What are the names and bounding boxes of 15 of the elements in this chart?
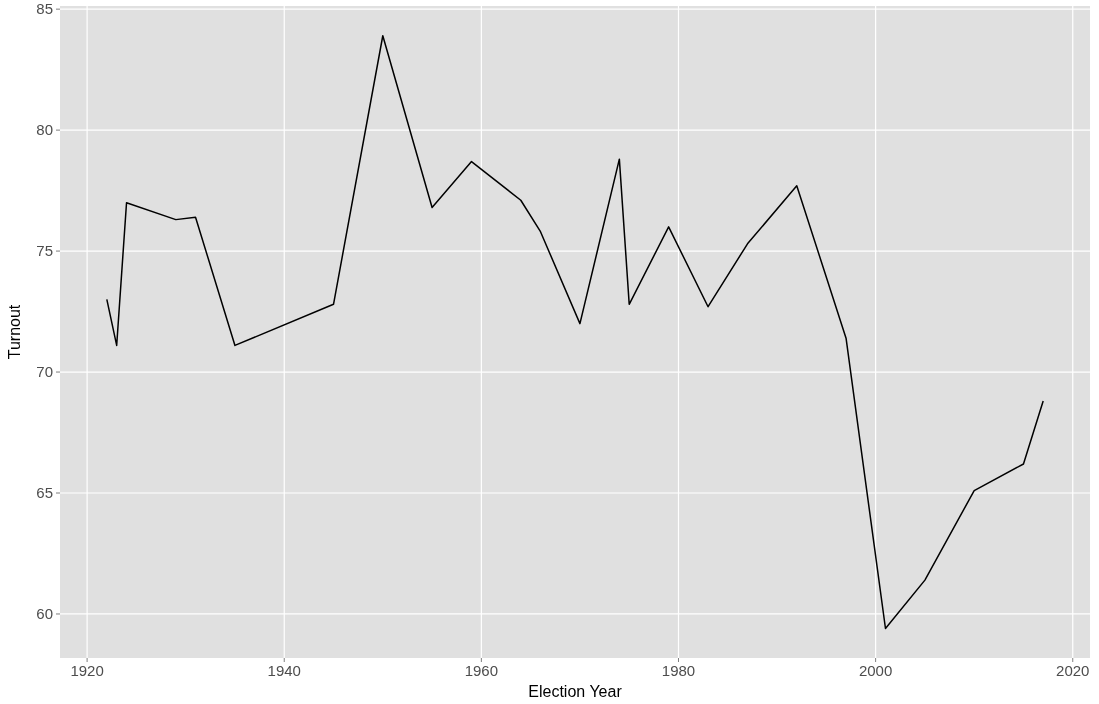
line-series	[106, 35, 1044, 630]
y-tick-label: 85	[36, 0, 53, 18]
x-tick-label: 1940	[267, 662, 301, 679]
y-tick-label: 60	[36, 605, 53, 623]
x-tick-label: 1980	[661, 662, 696, 679]
x-tick-label: 1960	[464, 662, 499, 679]
y-tick-label: 75	[36, 242, 53, 260]
y-axis-title: Turnout	[6, 304, 23, 360]
x-axis-title: Election Year	[528, 683, 623, 700]
x-tick-label: 2000	[858, 662, 893, 679]
y-tick-label: 70	[36, 363, 53, 381]
x-tick-label: 1920	[70, 662, 104, 679]
x-tick-label: 2020	[1056, 662, 1090, 679]
y-tick-label: 80	[36, 121, 53, 139]
y-tick-label: 65	[36, 484, 53, 502]
